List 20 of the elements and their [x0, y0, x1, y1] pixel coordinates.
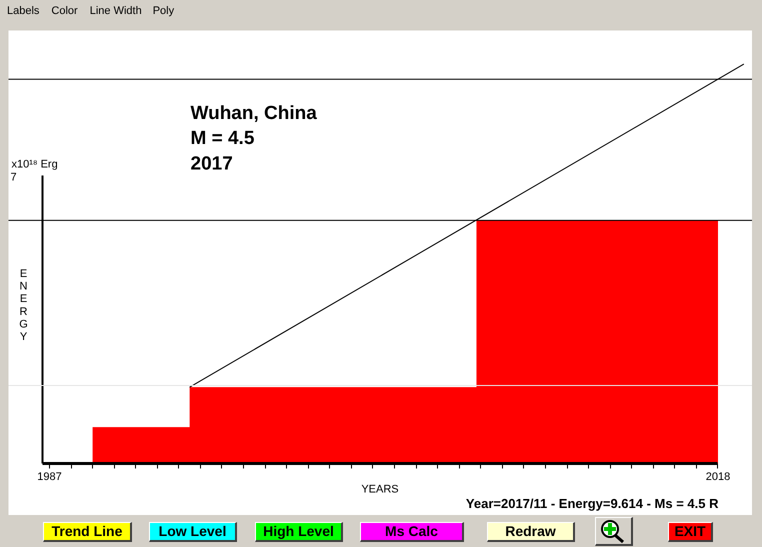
- text: Labels: [7, 5, 40, 17]
- text: Trend Line: [43, 522, 132, 542]
- annotation: x10¹⁸ Erg: [12, 158, 58, 170]
- text: EXIT: [668, 522, 713, 542]
- text: Year=2017/11 - Energy=9.614 - Ms = 4.5 R: [466, 496, 720, 511]
- text: Redraw: [487, 522, 575, 542]
- text: Line Width: [90, 5, 142, 17]
- text: Poly: [152, 5, 174, 17]
- y-axis-title: ENERGY: [19, 268, 28, 343]
- annotation: 7: [10, 172, 17, 184]
- x-tick-label: 1987: [37, 470, 62, 483]
- annotation: 2017: [190, 154, 233, 174]
- x-axis-title: YEARS: [361, 484, 399, 496]
- text: Wuhan, China: [190, 103, 318, 124]
- text: Color: [51, 5, 78, 17]
- text: M = 4.5: [190, 128, 255, 149]
- text: Ms Calc: [360, 522, 464, 542]
- text: Low Level: [149, 522, 237, 542]
- text: High Level: [255, 522, 343, 542]
- x-tick-label: 2018: [706, 470, 730, 483]
